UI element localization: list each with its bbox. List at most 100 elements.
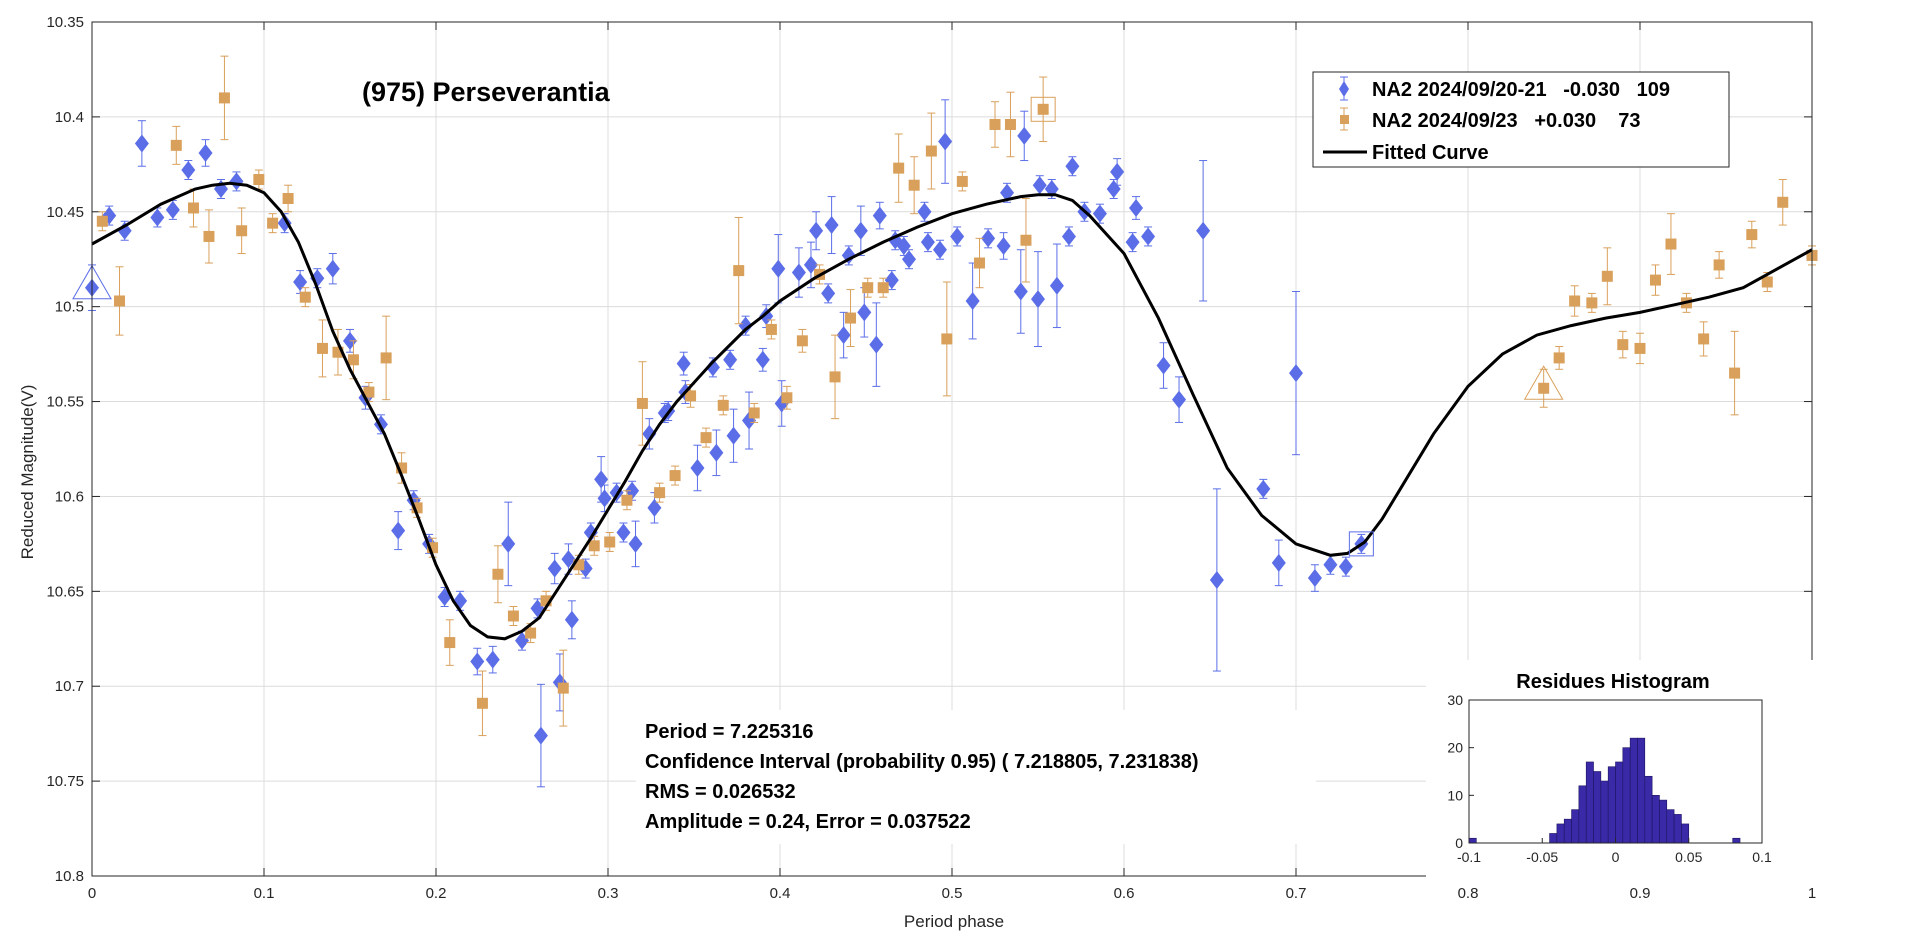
highlight-square bbox=[1030, 96, 1056, 122]
data-point-diamond bbox=[597, 489, 612, 508]
period-info-box: Period = 7.225316 Confidence Interval (p… bbox=[636, 710, 1316, 844]
histogram-bar bbox=[1556, 823, 1565, 844]
histogram-x-tick-label: -0.05 bbox=[1526, 849, 1558, 865]
data-point-diamond bbox=[647, 498, 662, 517]
highlight-triangle bbox=[1523, 365, 1564, 400]
data-point-square bbox=[332, 346, 344, 358]
data-point-square bbox=[316, 342, 328, 354]
y-tick-label: 10.65 bbox=[46, 583, 84, 600]
data-point-square bbox=[218, 92, 230, 104]
x-tick-label: 0.6 bbox=[1114, 885, 1135, 902]
data-point-diamond bbox=[1032, 176, 1047, 195]
data-point-square bbox=[507, 610, 519, 622]
data-point-diamond bbox=[857, 303, 872, 322]
histogram-title: Residues Histogram bbox=[1516, 671, 1709, 693]
data-point-diamond bbox=[1338, 557, 1353, 576]
data-point-square bbox=[1746, 229, 1758, 241]
amplitude-text: Amplitude = 0.24, Error = 0.037522 bbox=[645, 811, 971, 833]
data-point-diamond bbox=[181, 161, 196, 180]
histogram-bar bbox=[1571, 809, 1580, 844]
residues-histogram: Residues Histogram -0.1 -0.05 0 0.05 0.1 0 10… bbox=[1426, 660, 1818, 880]
data-point-square bbox=[908, 179, 920, 191]
data-point-square bbox=[363, 386, 375, 398]
data-point-diamond bbox=[616, 523, 631, 542]
data-point-diamond bbox=[896, 236, 911, 255]
data-point-diamond bbox=[564, 610, 579, 629]
data-point-square bbox=[781, 392, 793, 404]
y-tick-label: 10.5 bbox=[55, 299, 84, 316]
y-tick-label: 10.45 bbox=[46, 204, 84, 221]
data-point-square bbox=[1634, 342, 1646, 354]
y-tick-label: 10.75 bbox=[46, 773, 84, 790]
data-point-diamond bbox=[1013, 282, 1028, 301]
x-tick-label: 0.3 bbox=[598, 885, 619, 902]
data-point-diamond bbox=[1092, 204, 1107, 223]
legend-label-fitted-curve: Fitted Curve bbox=[1372, 142, 1489, 164]
histogram-bar bbox=[1585, 761, 1594, 844]
legend-label-series-2: NA2 2024/09/23 +0.030 73 bbox=[1372, 110, 1641, 132]
data-point-diamond bbox=[1271, 553, 1286, 572]
data-point-diamond bbox=[755, 350, 770, 369]
legend-label-series-1: NA2 2024/09/20-21 -0.030 109 bbox=[1372, 79, 1670, 101]
histogram-x-tick-label: 0 bbox=[1612, 849, 1620, 865]
data-point-square bbox=[862, 282, 874, 294]
data-point-square bbox=[829, 371, 841, 383]
data-point-diamond bbox=[965, 291, 980, 310]
data-point-square bbox=[96, 215, 108, 227]
histogram-bar bbox=[1593, 771, 1602, 844]
data-point-diamond bbox=[938, 132, 953, 151]
data-point-diamond bbox=[821, 284, 836, 303]
data-point-square bbox=[236, 225, 248, 237]
y-tick-label: 10.7 bbox=[55, 678, 84, 695]
data-point-square bbox=[685, 390, 697, 402]
data-point-square bbox=[267, 217, 279, 229]
histogram-bar bbox=[1578, 785, 1587, 844]
data-point-diamond bbox=[453, 591, 468, 610]
chart-title: (975) Perseverantia bbox=[362, 77, 611, 107]
data-point-diamond bbox=[950, 227, 965, 246]
x-tick-label: 0.2 bbox=[426, 885, 447, 902]
data-point-diamond bbox=[1129, 198, 1144, 217]
data-point-square bbox=[621, 494, 633, 506]
period-info-background bbox=[636, 710, 1316, 844]
data-point-square bbox=[1665, 238, 1677, 250]
x-tick-label: 0.5 bbox=[942, 885, 963, 902]
data-point-square bbox=[588, 540, 600, 552]
data-point-diamond bbox=[709, 443, 724, 462]
data-point-square bbox=[1713, 259, 1725, 271]
data-point-square bbox=[525, 627, 537, 639]
data-point-square bbox=[1729, 367, 1741, 379]
data-point-square bbox=[427, 542, 439, 554]
y-tick-label: 10.55 bbox=[46, 394, 84, 411]
data-series bbox=[85, 55, 1818, 788]
x-tick-label: 0.1 bbox=[254, 885, 275, 902]
histogram-bar bbox=[1622, 747, 1631, 844]
series-2 bbox=[96, 55, 1818, 737]
data-point-diamond bbox=[996, 236, 1011, 255]
data-point-diamond bbox=[1172, 390, 1187, 409]
data-point-square bbox=[1761, 276, 1773, 288]
histogram-bars bbox=[1468, 737, 1741, 844]
data-point-diamond bbox=[917, 202, 932, 221]
data-point-square bbox=[299, 291, 311, 303]
data-point-diamond bbox=[1017, 126, 1032, 145]
data-point-diamond bbox=[594, 470, 609, 489]
data-point-square bbox=[1698, 333, 1710, 345]
data-point-square bbox=[1553, 352, 1565, 364]
histogram-bar bbox=[1468, 837, 1477, 844]
data-point-diamond bbox=[920, 233, 935, 252]
data-point-diamond bbox=[726, 426, 741, 445]
data-point-square bbox=[1004, 118, 1016, 130]
data-point-diamond bbox=[1031, 290, 1045, 309]
histogram-y-ticks: 0 10 20 30 bbox=[1447, 692, 1474, 851]
histogram-bar bbox=[1629, 737, 1638, 844]
data-point-diamond bbox=[771, 259, 786, 278]
histogram-bar bbox=[1563, 818, 1572, 844]
rms-text: RMS = 0.026532 bbox=[645, 781, 796, 803]
data-point-diamond bbox=[690, 458, 705, 477]
data-point-diamond bbox=[134, 134, 149, 153]
data-point-square bbox=[845, 312, 857, 324]
series-1 bbox=[85, 99, 1369, 788]
histogram-bar bbox=[1673, 814, 1682, 844]
